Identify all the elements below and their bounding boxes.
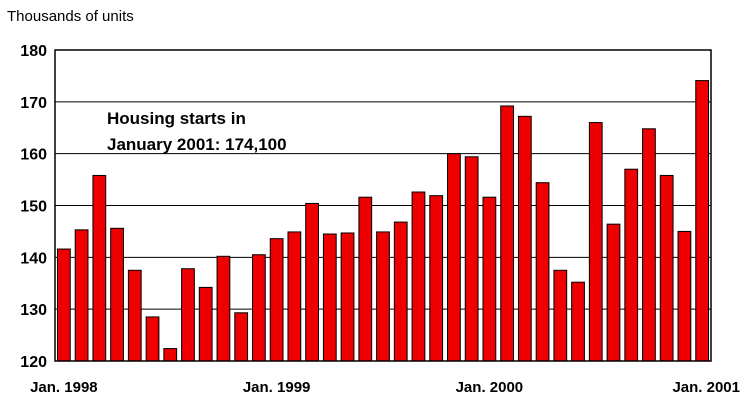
bar-jul-1999: [376, 231, 390, 362]
bar-jan-1999: [269, 238, 284, 362]
bar-may-1998: [127, 269, 142, 362]
bar-apr-1999: [322, 233, 337, 362]
y-tick-label-170: 170: [20, 95, 47, 112]
bar-dec-1999: [464, 156, 479, 362]
bar-jan-2001: [695, 80, 710, 362]
y-tick-labels: 120 130 140 150 160 170 180: [20, 43, 47, 371]
bar-mar-2000: [517, 115, 532, 362]
bar-jan-2000: [482, 196, 497, 362]
bar-apr-2000: [535, 182, 550, 362]
bar-nov-1998: [234, 312, 249, 362]
bar-dec-1998: [252, 254, 266, 362]
bar-jun-1999: [358, 196, 373, 362]
bar-oct-1998: [216, 255, 231, 362]
x-tick-label-jan-2000: Jan. 2000: [456, 379, 524, 396]
bar-aug-1999: [393, 221, 408, 362]
bar-sep-1999: [411, 191, 426, 362]
bar-may-2000: [553, 269, 568, 362]
annotation-line-1: Housing starts in: [107, 109, 246, 128]
bar-nov-2000: [659, 174, 674, 362]
y-tick-label-130: 130: [20, 302, 47, 319]
bar-dec-2000: [677, 230, 692, 362]
y-tick-label-150: 150: [20, 199, 47, 216]
y-tick-label-160: 160: [20, 147, 47, 164]
y-tick-label-180: 180: [20, 43, 47, 60]
bar-jul-2000: [588, 122, 603, 362]
bar-feb-1998: [74, 229, 89, 362]
bar-mar-1998: [92, 174, 107, 362]
bar-apr-1998: [110, 227, 124, 362]
x-tick-label-jan-1999: Jan. 1999: [243, 379, 311, 396]
bar-nov-1999: [447, 153, 461, 362]
bar-feb-2000: [500, 105, 515, 362]
bar-may-1999: [340, 232, 355, 362]
bar-sep-1998: [198, 286, 213, 362]
bar-jun-2000: [571, 281, 585, 362]
y-tick-label-140: 140: [20, 250, 47, 267]
x-tick-label-jan-2001: Jan. 2001: [672, 379, 740, 396]
bar-oct-2000: [642, 128, 656, 362]
bar-jun-1998: [145, 316, 160, 362]
annotation-line-2: January 2001: 174,100: [107, 135, 287, 154]
x-tick-labels: Jan. 1998 Jan. 1999 Jan. 2000 Jan. 2001: [30, 379, 740, 396]
plot-frame: [54, 49, 712, 362]
bar-sep-2000: [624, 168, 639, 362]
x-tick-label-jan-1998: Jan. 1998: [30, 379, 98, 396]
bar-jan-1998: [56, 248, 71, 362]
bars: [56, 80, 710, 362]
bar-oct-1999: [429, 195, 444, 362]
bar-aug-2000: [606, 223, 621, 362]
bar-feb-1999: [287, 231, 302, 362]
bar-aug-1998: [181, 268, 195, 362]
y-tick-label-120: 120: [20, 354, 47, 371]
bar-jul-1998: [163, 348, 178, 362]
y-axis-unit-label: Thousands of units: [7, 8, 134, 25]
bar-mar-1999: [305, 202, 319, 362]
